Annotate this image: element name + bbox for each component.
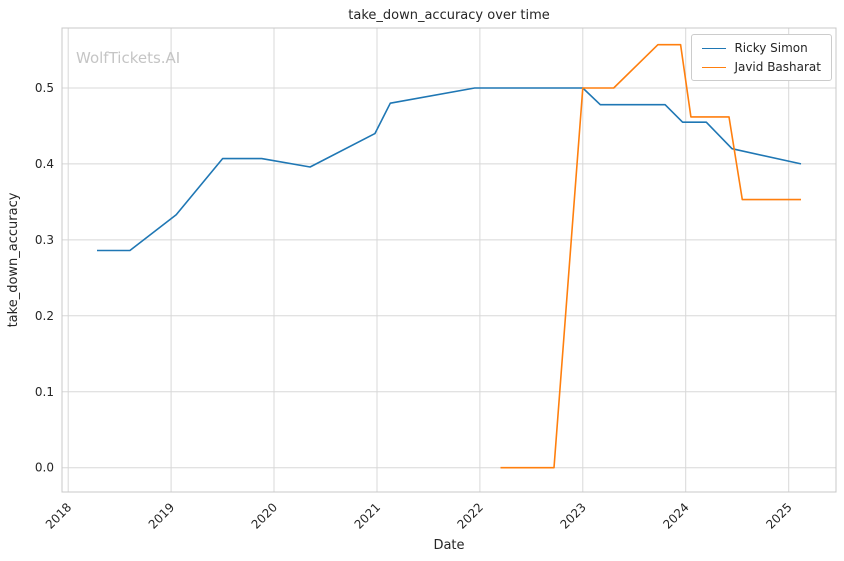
series-line-ricky-simon: [97, 87, 802, 252]
chart-title: take_down_accuracy over time: [348, 8, 549, 23]
watermark: WolfTickets.AI: [76, 49, 180, 67]
y-tick-label: 0.4: [35, 157, 54, 171]
x-tick-label: 2019: [146, 500, 177, 531]
x-tick-label: 2018: [43, 500, 74, 531]
x-tick-label: 2020: [249, 500, 280, 531]
x-tick-label: 2021: [352, 500, 383, 531]
y-tick-label: 0.0: [35, 461, 54, 475]
y-tick-label: 0.1: [35, 385, 54, 399]
legend-label-javid-basharat: Javid Basharat: [734, 60, 821, 74]
x-axis-label: Date: [433, 538, 464, 553]
gridlines: [62, 28, 836, 492]
legend: Ricky Simon Javid Basharat: [691, 34, 832, 81]
chart-plot-area: 2018 2019 2020 2021 2022 2023 2024 20250.00.10.…: [35, 27, 837, 532]
y-tick-label: 0.2: [35, 309, 54, 323]
x-tick-label: 2024: [660, 500, 691, 531]
legend-label-ricky-simon: Ricky Simon: [734, 41, 808, 55]
legend-item-javid-basharat: Javid Basharat: [702, 61, 821, 73]
x-tick-label: 2025: [763, 500, 794, 531]
x-tick-label: 2023: [557, 500, 588, 531]
y-axis-label: take_down_accuracy: [6, 192, 21, 327]
y-tick-label: 0.3: [35, 233, 54, 247]
y-tick-labels: 0.0 0.1 0.2 0.3 0.4 0.5: [35, 81, 54, 475]
legend-item-ricky-simon: Ricky Simon: [702, 42, 821, 54]
plot-border: [61, 27, 837, 493]
legend-line-swatch-ricky-simon: [702, 47, 727, 49]
legend-line-swatch-javid-basharat: [702, 66, 727, 68]
series-line-javid-basharat: [500, 43, 801, 469]
x-tick-labels: 2018 2019 2020 2021 2022 2023 2024 2025: [43, 500, 795, 531]
x-tick-label: 2022: [455, 500, 486, 531]
y-tick-label: 0.5: [35, 81, 54, 95]
